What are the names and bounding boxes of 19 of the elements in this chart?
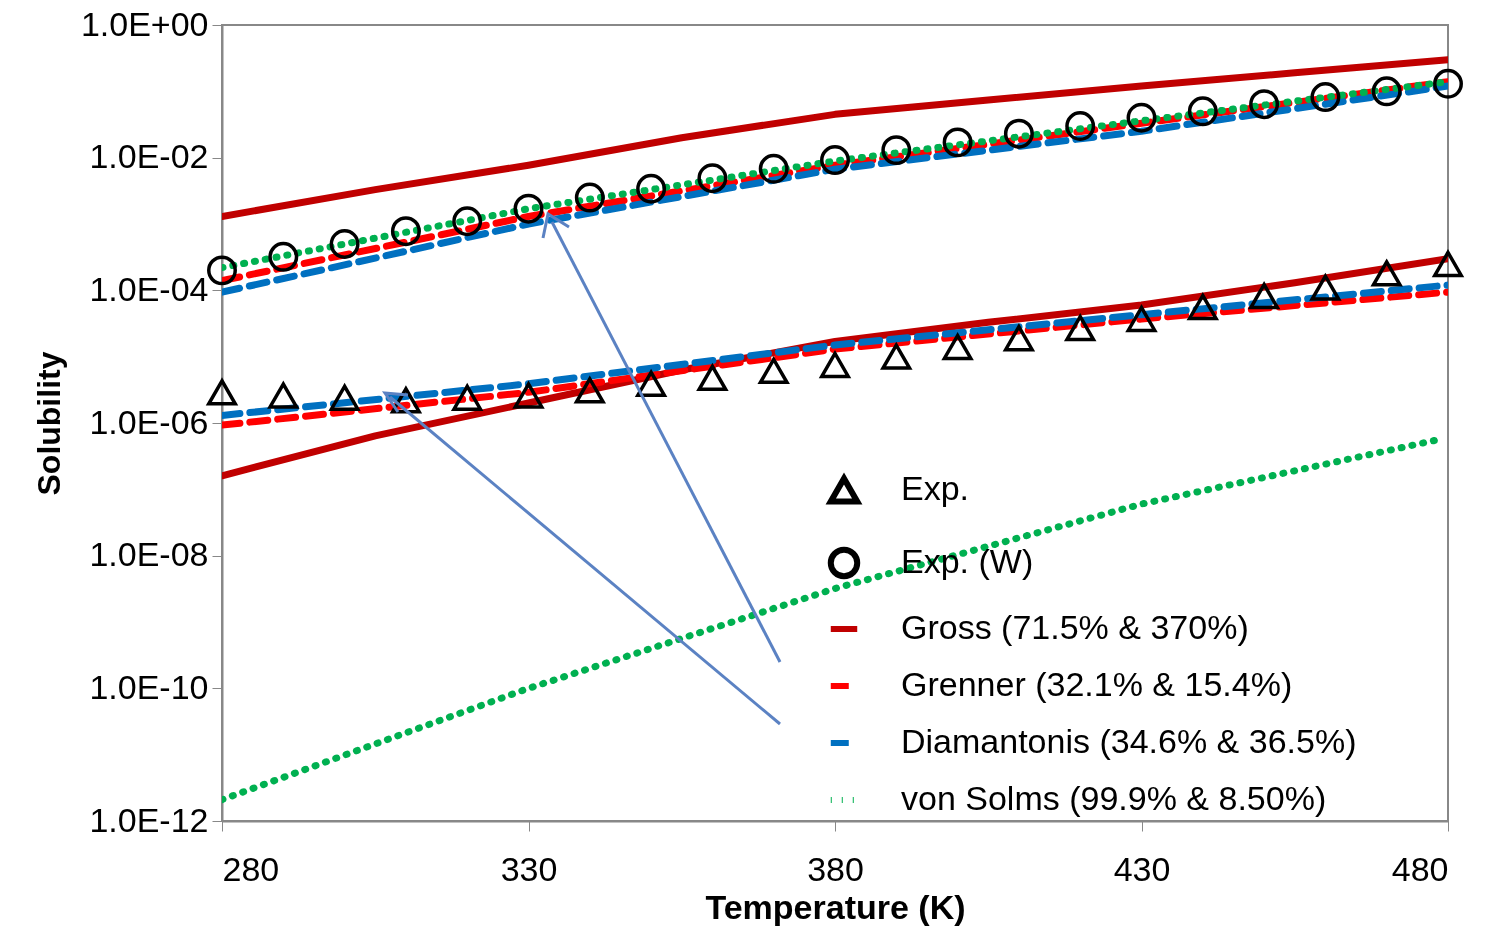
x-axis-title: Temperature (K): [705, 887, 966, 926]
y-tick-label: 1.0E-04: [89, 269, 209, 308]
y-tick-label: 1.0E-08: [89, 535, 209, 574]
y-tick-label: 1.0E-10: [89, 667, 209, 706]
x-tick-label: 480: [1391, 849, 1449, 888]
x-tick-label: 430: [1113, 849, 1171, 888]
y-tick-label: 1.0E-12: [89, 800, 209, 839]
legend-label: Exp.: [901, 469, 970, 507]
legend-label: Grenner (32.1% & 15.4%): [901, 665, 1293, 703]
y-axis-title: Solubility: [30, 351, 67, 496]
legend-label: Diamantonis (34.6% & 36.5%): [901, 722, 1357, 760]
y-tick-label: 1.0E-06: [89, 402, 209, 441]
legend-label: von Solms (99.9% & 8.50%): [901, 779, 1327, 817]
x-tick-label: 330: [500, 849, 558, 888]
y-tick-label: 1.0E-02: [89, 137, 209, 176]
x-tick-label: 380: [807, 849, 864, 888]
y-tick-label: 1.0E+00: [80, 4, 209, 43]
x-tick-label: 280: [222, 849, 280, 888]
legend-label: Gross (71.5% & 370%): [901, 608, 1249, 646]
